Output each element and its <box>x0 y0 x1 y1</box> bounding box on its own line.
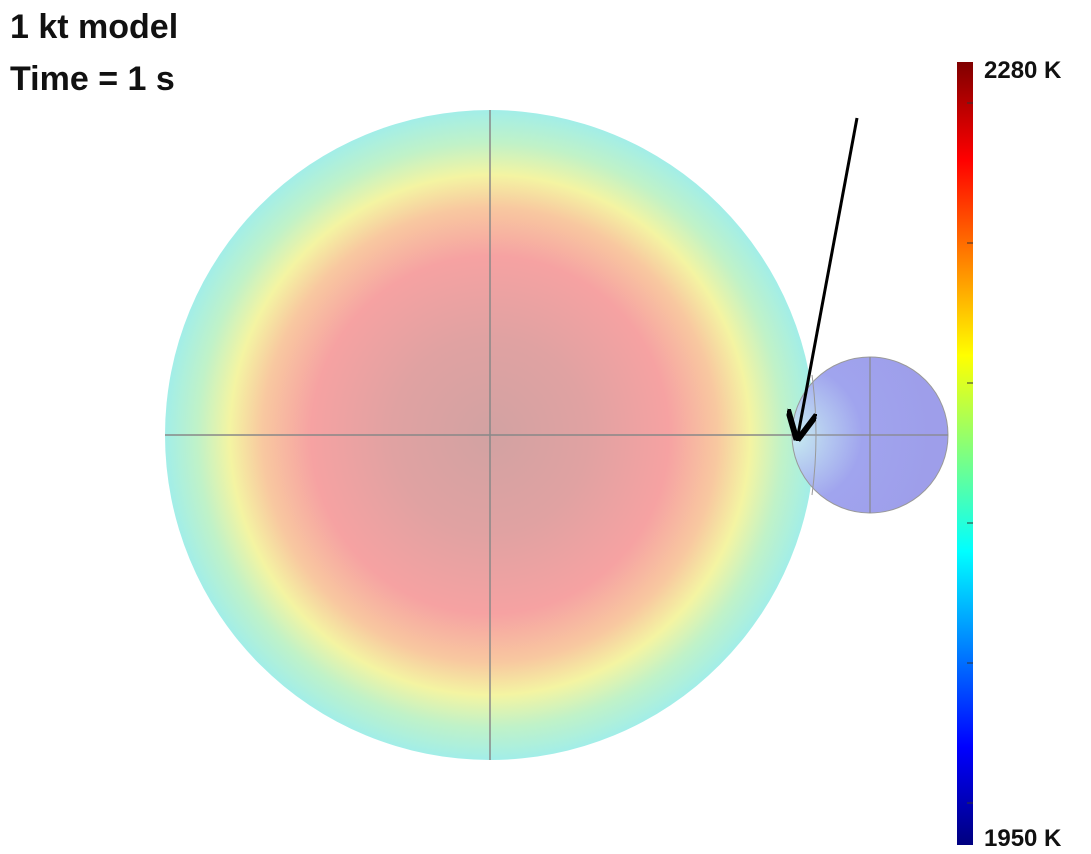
colorbar-ticks <box>967 102 973 804</box>
arrow <box>798 117 859 435</box>
colorbar <box>957 62 973 845</box>
title-line: 1 kt model <box>10 8 178 46</box>
colorbar-max-label: 2280 K <box>984 57 1062 84</box>
colorbar-min-label: 1950 K <box>984 825 1062 852</box>
title-line: Time = 1 s <box>10 60 175 98</box>
